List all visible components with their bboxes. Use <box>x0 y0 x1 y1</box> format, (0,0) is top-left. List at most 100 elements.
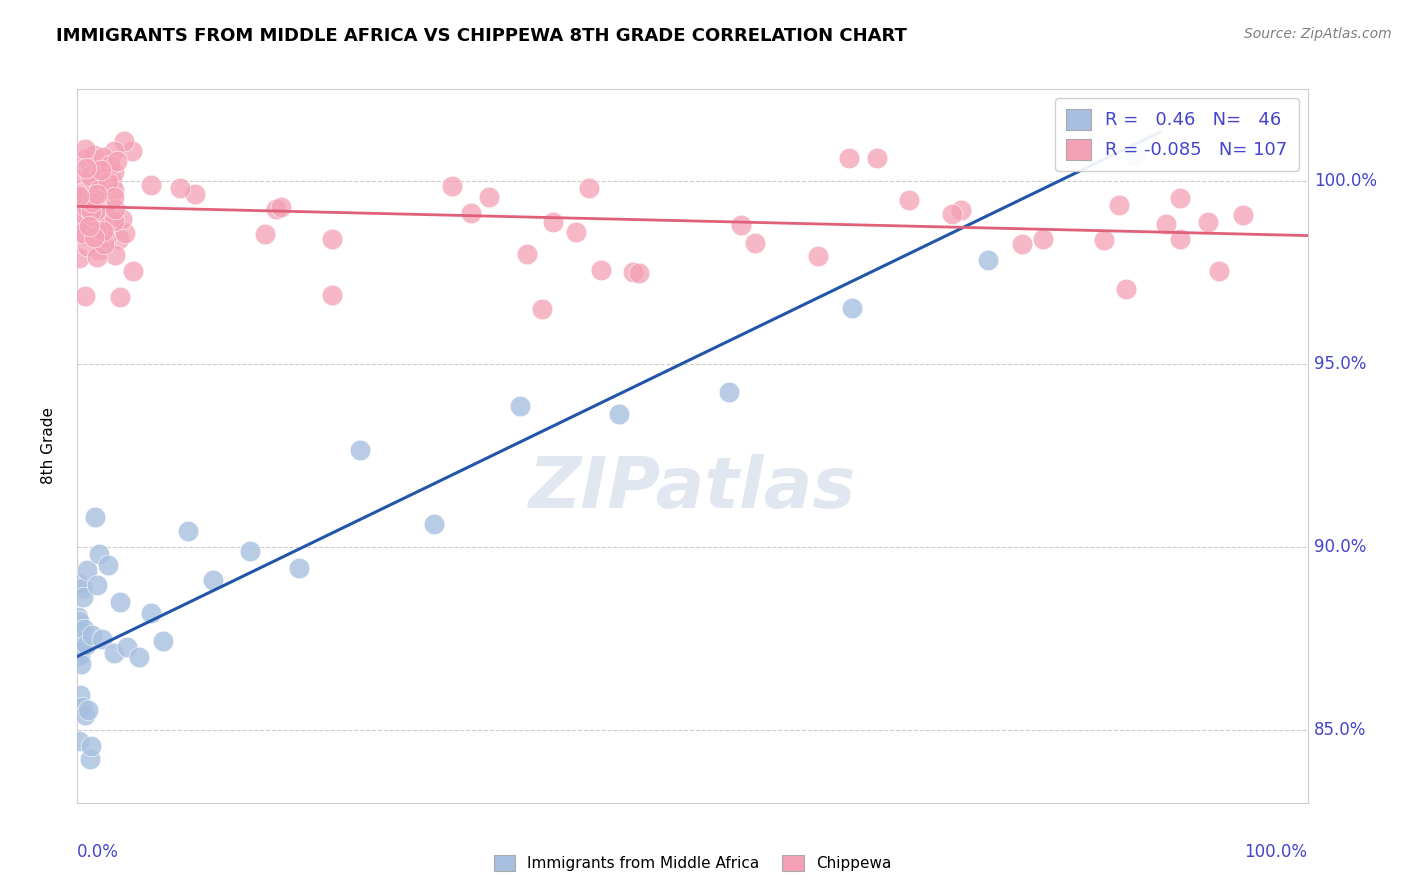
Point <box>67 733 90 747</box>
Point <box>76 563 98 577</box>
Point <box>103 647 125 661</box>
Point <box>114 226 136 240</box>
Point <box>1197 214 1219 228</box>
Point <box>82 209 104 223</box>
Point <box>79 169 101 184</box>
Point <box>423 516 446 531</box>
Point <box>69 657 91 672</box>
Point <box>115 640 138 655</box>
Point <box>93 236 115 251</box>
Point <box>82 628 104 642</box>
Point <box>1092 233 1115 247</box>
Point <box>1208 264 1230 278</box>
Point <box>75 638 97 652</box>
Text: 85.0%: 85.0% <box>1313 721 1367 739</box>
Point <box>73 708 96 723</box>
Legend: Immigrants from Middle Africa, Chippewa: Immigrants from Middle Africa, Chippewa <box>488 849 897 877</box>
Point <box>103 144 125 158</box>
Point <box>441 178 464 193</box>
Point <box>97 558 120 572</box>
Point <box>67 649 90 664</box>
Point <box>1168 191 1191 205</box>
Point <box>270 200 292 214</box>
Point <box>84 193 107 207</box>
Text: 100.0%: 100.0% <box>1244 843 1308 861</box>
Point <box>90 162 112 177</box>
Point <box>1170 232 1192 246</box>
Point <box>349 443 371 458</box>
Point <box>97 175 120 189</box>
Point <box>73 142 96 156</box>
Point <box>82 175 104 189</box>
Point <box>83 148 105 162</box>
Point <box>66 576 89 591</box>
Point <box>253 227 276 241</box>
Point <box>86 169 108 184</box>
Text: 95.0%: 95.0% <box>1313 355 1367 373</box>
Point <box>128 649 150 664</box>
Point <box>72 211 94 225</box>
Point <box>89 547 111 561</box>
Point <box>79 179 101 194</box>
Point <box>104 202 127 217</box>
Point <box>90 215 112 229</box>
Point <box>94 206 117 220</box>
Point <box>100 174 122 188</box>
Point <box>77 703 100 717</box>
Point <box>184 187 207 202</box>
Point <box>169 181 191 195</box>
Text: 0.0%: 0.0% <box>77 843 120 861</box>
Point <box>73 289 96 303</box>
Point <box>73 622 96 636</box>
Point <box>621 265 644 279</box>
Point <box>69 648 91 662</box>
Text: 100.0%: 100.0% <box>1313 171 1376 190</box>
Point <box>69 188 91 202</box>
Point <box>1154 217 1177 231</box>
Point <box>152 633 174 648</box>
Point <box>103 183 125 197</box>
Point <box>977 252 1000 267</box>
Point <box>98 157 121 171</box>
Point <box>460 206 482 220</box>
Point <box>70 624 93 638</box>
Point <box>97 211 120 226</box>
Point <box>83 190 105 204</box>
Point <box>67 187 90 202</box>
Point <box>110 290 132 304</box>
Point <box>807 249 830 263</box>
Point <box>564 226 586 240</box>
Point <box>89 243 111 257</box>
Point <box>83 230 105 244</box>
Point <box>67 609 90 624</box>
Point <box>104 248 127 262</box>
Point <box>87 172 110 186</box>
Point <box>111 211 134 226</box>
Point <box>90 632 114 646</box>
Point <box>516 247 538 261</box>
Point <box>89 169 111 184</box>
Point <box>139 178 162 193</box>
Point <box>67 183 90 197</box>
Point <box>1125 149 1147 163</box>
Point <box>108 232 131 246</box>
Point <box>103 214 125 228</box>
Point <box>718 385 741 400</box>
Point <box>91 225 114 239</box>
Point <box>898 194 921 208</box>
Point <box>72 591 94 605</box>
Text: Source: ZipAtlas.com: Source: ZipAtlas.com <box>1244 27 1392 41</box>
Point <box>730 218 752 232</box>
Point <box>141 607 163 621</box>
Point <box>90 181 112 195</box>
Point <box>86 250 108 264</box>
Point <box>121 144 143 158</box>
Point <box>69 633 91 648</box>
Point <box>83 510 105 524</box>
Point <box>1232 208 1254 222</box>
Point <box>941 207 963 221</box>
Point <box>103 190 125 204</box>
Point <box>82 195 104 210</box>
Point <box>288 560 311 574</box>
Point <box>76 239 98 253</box>
